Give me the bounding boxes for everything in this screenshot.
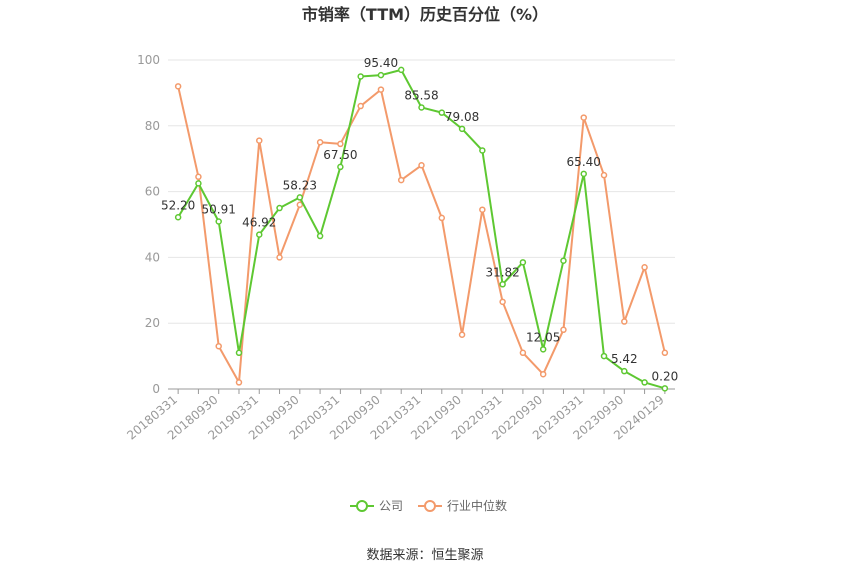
- data-label: 5.42: [611, 352, 638, 366]
- y-tick-label: 40: [145, 250, 160, 264]
- data-label: 67.50: [323, 148, 357, 162]
- data-point: [418, 162, 425, 169]
- data-point: [600, 352, 608, 360]
- data-point: [377, 86, 385, 93]
- data-point: [438, 214, 446, 222]
- legend-label: 行业中位数: [447, 498, 507, 513]
- legend-label: 公司: [379, 499, 403, 513]
- data-label: 95.40: [364, 56, 398, 70]
- data-point: [195, 180, 202, 187]
- data-point: [479, 206, 486, 213]
- data-point: [215, 342, 222, 350]
- data-point: [418, 104, 425, 111]
- legend-marker: [424, 500, 436, 512]
- data-point: [519, 259, 527, 266]
- data-point: [641, 264, 648, 271]
- data-point: [256, 231, 263, 238]
- y-tick-label: 20: [145, 316, 160, 330]
- data-labels: 52.20 50.91 46.92 58.23 67.50 95.40 85.58 79.08…: [161, 56, 678, 383]
- data-point: [539, 370, 547, 378]
- data-point: [174, 83, 182, 90]
- grid-lines: [168, 59, 675, 324]
- data-label: 65.40: [567, 155, 601, 169]
- data-point: [600, 171, 608, 179]
- data-point: [276, 204, 283, 212]
- data-point: [357, 102, 364, 110]
- source-note: 数据来源：恒生聚源: [366, 548, 483, 563]
- data-point: [580, 170, 587, 178]
- data-label: 85.58: [404, 88, 438, 102]
- data-point: [316, 139, 324, 146]
- data-point: [560, 257, 567, 264]
- data-label: 79.08: [445, 110, 479, 124]
- data-point: [337, 163, 344, 171]
- data-point: [539, 346, 547, 353]
- series-company: [174, 66, 669, 392]
- data-point: [337, 140, 344, 148]
- legend[interactable]: 公司 行业中位数: [350, 498, 507, 513]
- y-tick-label: 60: [145, 185, 160, 199]
- data-point: [499, 298, 506, 306]
- data-point: [377, 71, 385, 79]
- legend-item-industry-median[interactable]: 行业中位数: [418, 498, 507, 513]
- data-point: [397, 66, 405, 74]
- data-point: [296, 201, 304, 209]
- data-point: [438, 109, 446, 116]
- data-point: [580, 114, 587, 121]
- data-point: [641, 379, 648, 386]
- data-point: [479, 147, 486, 154]
- data-point: [235, 379, 243, 386]
- data-point: [174, 214, 182, 221]
- data-point: [397, 176, 405, 184]
- data-point: [316, 232, 324, 240]
- data-label: 31.82: [485, 265, 519, 279]
- data-point: [661, 349, 669, 357]
- y-tick-label: 100: [137, 53, 160, 67]
- data-point: [276, 254, 283, 261]
- data-label: 0.20: [652, 369, 679, 383]
- data-point: [560, 326, 567, 334]
- data-point: [195, 173, 202, 181]
- data-point: [621, 367, 628, 375]
- y-tick-label: 0: [152, 382, 160, 396]
- data-point: [296, 194, 304, 201]
- data-label: 58.23: [283, 178, 317, 192]
- data-point: [621, 318, 628, 325]
- series-group: [174, 66, 669, 392]
- y-tick-label: 80: [145, 119, 160, 133]
- data-label: 46.92: [242, 216, 276, 230]
- legend-item-company[interactable]: 公司: [350, 499, 403, 513]
- data-label: 12.05: [526, 330, 560, 344]
- data-point: [458, 125, 466, 133]
- legend-marker: [356, 500, 368, 512]
- series-line: [177, 86, 666, 384]
- series-industry-median: [174, 83, 669, 386]
- y-axis-ticks: 0 20 40 60 80 100: [137, 53, 160, 396]
- data-point: [235, 349, 243, 357]
- data-point: [458, 331, 466, 338]
- data-label: 52.20: [161, 198, 195, 212]
- x-axis: 2018033120180930201903312019093020200331…: [124, 388, 675, 443]
- data-point: [661, 385, 669, 392]
- chart-title: 市销率（TTM）历史百分位（%）: [302, 5, 548, 24]
- data-point: [256, 137, 263, 144]
- data-label: 50.91: [202, 203, 236, 217]
- data-point: [357, 73, 364, 80]
- data-point: [499, 281, 506, 288]
- data-point: [519, 349, 527, 357]
- data-point: [215, 218, 222, 225]
